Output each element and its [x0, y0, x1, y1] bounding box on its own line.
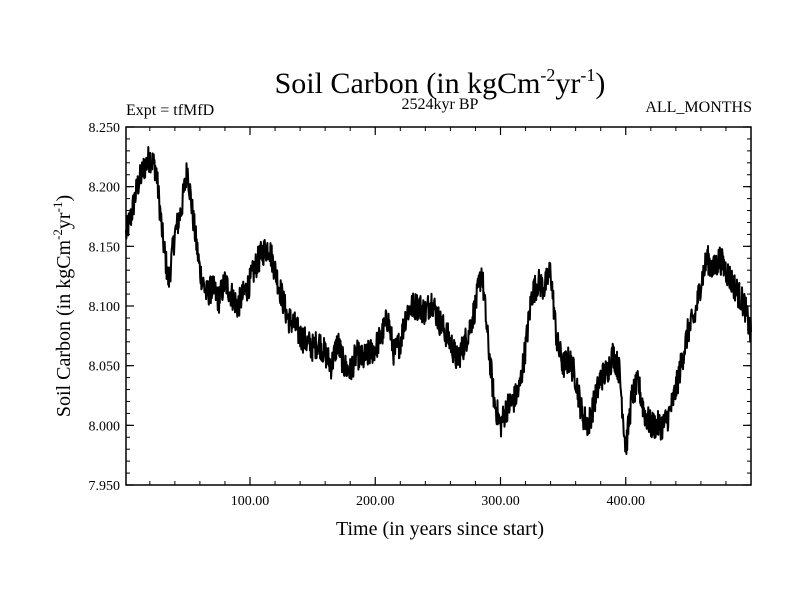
- x-tick-label: 100.00: [231, 494, 270, 509]
- x-axis-label: Time (in years since start): [336, 518, 544, 540]
- x-axis: 100.00 200.00 300.00 400.00: [149, 127, 727, 509]
- y-tick-label: 8.200: [89, 181, 121, 196]
- y-tick-label: 8.100: [89, 300, 121, 315]
- experiment-label: Expt = tfMfD: [126, 102, 214, 119]
- y-axis-label: Soil Carbon (in kgCm-2yr-1): [50, 195, 75, 417]
- x-tick-label: 400.00: [606, 494, 645, 509]
- y-axis: 7.950 8.000 8.050 8.100 8.150 8.200 8.250: [89, 121, 751, 494]
- months-label: ALL_MONTHS: [645, 99, 752, 116]
- y-tick-label: 8.050: [89, 360, 121, 375]
- soil-carbon-series-line: [125, 146, 752, 455]
- chart-title: Soil Carbon (in kgCm-2yr-1): [275, 65, 606, 100]
- x-tick-label: 300.00: [481, 494, 520, 509]
- period-label: 2524kyr BP: [402, 96, 479, 113]
- y-tick-label: 8.150: [89, 240, 121, 255]
- x-tick-label: 200.00: [356, 494, 395, 509]
- y-tick-label: 8.250: [89, 121, 121, 136]
- y-tick-label: 8.000: [89, 419, 121, 434]
- y-tick-label: 7.950: [89, 479, 121, 494]
